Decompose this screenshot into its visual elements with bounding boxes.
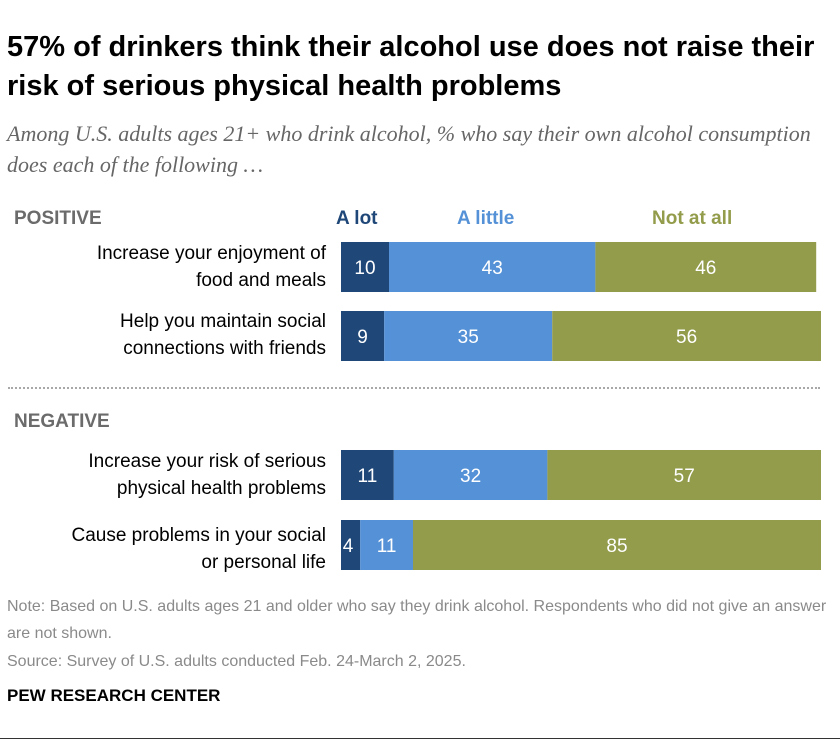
row-label-enjoyment: Increase your enjoyment of food and meal… (0, 240, 326, 294)
row-label-line: or personal life (201, 552, 326, 573)
legend-not-at-all: Not at all (652, 208, 733, 229)
bar-not-at-all-row-4 (413, 520, 821, 570)
row-label-social-connections: Help you maintain social connections wit… (0, 308, 326, 362)
bar-a-lot-row-1 (341, 242, 389, 292)
section-label-negative: NEGATIVE (14, 411, 110, 432)
row-label-health-risk: Increase your risk of serious physical h… (0, 448, 326, 502)
value-label-a-little-row-3: 32 (460, 466, 481, 487)
bar-a-little-row-1 (389, 242, 596, 292)
section-label-positive: POSITIVE (14, 208, 102, 229)
value-label-not-at-all-row-1: 46 (695, 258, 716, 279)
bar-not-at-all-row-2 (552, 311, 821, 361)
legend-a-little: A little (457, 208, 515, 229)
chart-title: 57% of drinkers think their alcohol use … (7, 31, 815, 102)
bottom-rule (0, 738, 840, 739)
row-label-social-problems: Cause problems in your social or persona… (0, 522, 326, 576)
value-label-a-little-row-1: 43 (482, 258, 503, 279)
bar-not-at-all-row-3 (547, 450, 821, 500)
value-label-not-at-all-row-3: 57 (674, 466, 695, 487)
value-label-a-lot-row-4: 4 (343, 536, 354, 557)
bar-a-little-row-4 (360, 520, 413, 570)
row-label-line: connections with friends (123, 338, 326, 359)
legend-a-lot: A lot (336, 208, 378, 229)
chart-source: Source: Survey of U.S. adults conducted … (7, 653, 466, 670)
chart-subtitle: Among U.S. adults ages 21+ who drink alc… (7, 121, 811, 177)
row-label-line: physical health problems (116, 478, 326, 499)
value-label-a-little-row-2: 35 (458, 327, 479, 348)
bar-a-little-row-2 (384, 311, 553, 361)
bar-a-lot-row-3 (341, 450, 394, 500)
bar-a-lot-row-2 (341, 311, 385, 361)
brand-label: PEW RESEARCH CENTER (7, 686, 221, 705)
bar-a-little-row-3 (393, 450, 548, 500)
chart-note: Note: Based on U.S. adults ages 21 and o… (7, 598, 827, 642)
value-label-a-lot-row-1: 10 (354, 258, 375, 279)
bar-a-lot-row-4 (341, 520, 361, 570)
bar-not-at-all-row-1 (595, 242, 817, 292)
value-label-not-at-all-row-2: 56 (676, 327, 697, 348)
row-label-line: Help you maintain social (120, 311, 326, 332)
row-label-line: Increase your risk of serious (88, 451, 326, 472)
value-label-a-little-row-4: 11 (377, 536, 397, 557)
value-label-not-at-all-row-4: 85 (606, 536, 627, 557)
section-divider (8, 387, 820, 389)
row-label-line: Cause problems in your social (71, 525, 326, 546)
value-label-a-lot-row-2: 9 (357, 327, 368, 348)
row-label-line: food and meals (196, 270, 326, 291)
value-label-a-lot-row-3: 11 (358, 466, 378, 487)
row-label-line: Increase your enjoyment of (96, 243, 326, 264)
